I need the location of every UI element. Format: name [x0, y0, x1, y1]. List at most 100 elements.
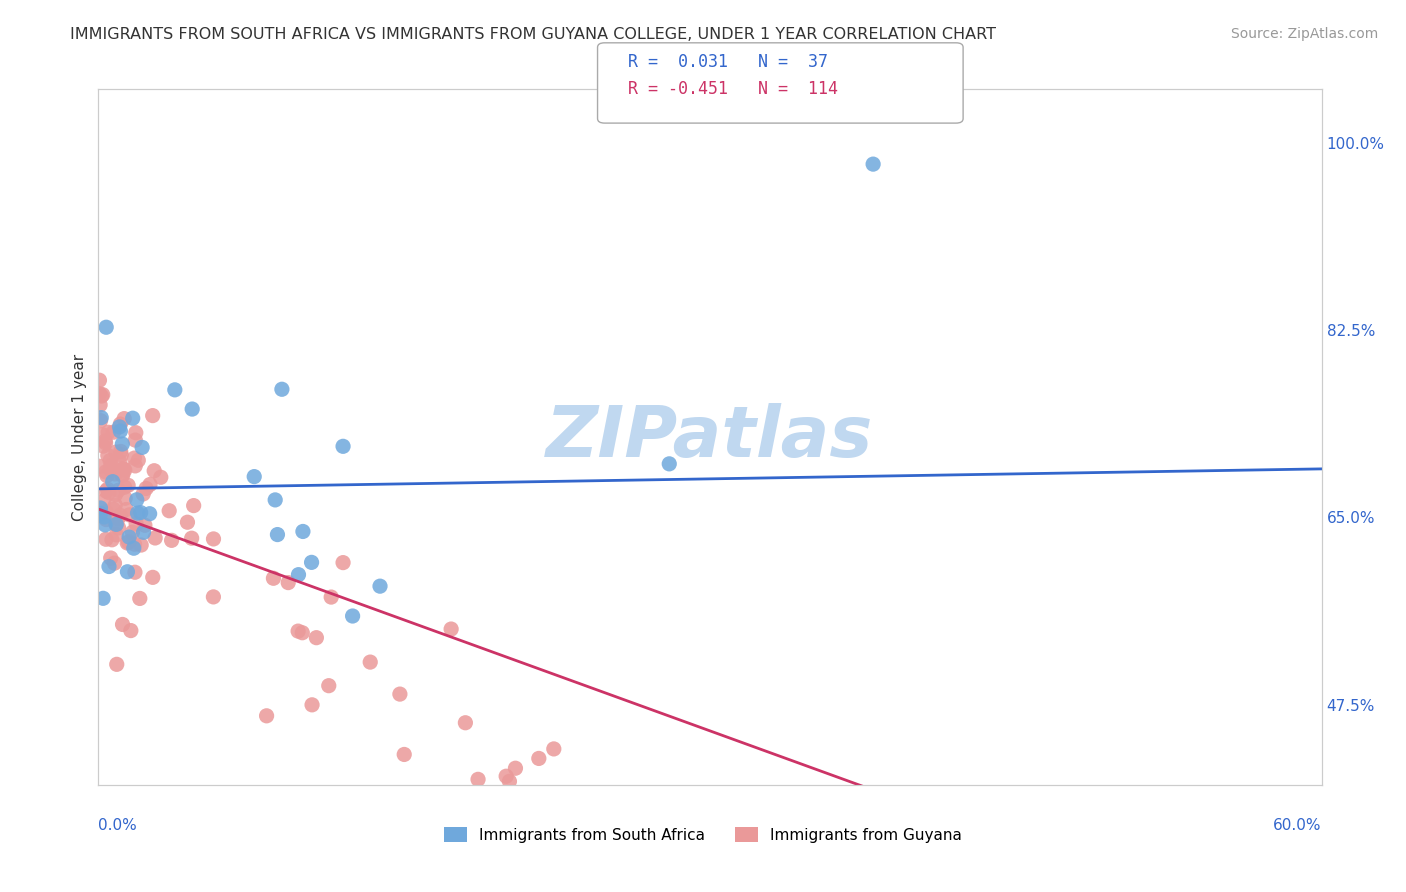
- Point: [117, 535, 139, 549]
- Point: [129, 538, 152, 552]
- Point: [124, 451, 146, 466]
- Point: [97, 485, 120, 500]
- Point: [114, 480, 136, 494]
- Point: [98, 453, 121, 467]
- Point: [277, 575, 299, 590]
- Point: [127, 453, 149, 467]
- Point: [107, 511, 129, 525]
- Point: [107, 521, 129, 535]
- Point: [127, 506, 149, 520]
- Point: [111, 617, 134, 632]
- Point: [110, 424, 132, 438]
- Point: [118, 530, 141, 544]
- Point: [183, 499, 205, 513]
- Point: [576, 799, 599, 814]
- Point: [93, 510, 115, 524]
- Point: [100, 551, 122, 566]
- Point: [94, 484, 117, 499]
- Point: [96, 483, 118, 497]
- Point: [97, 425, 120, 440]
- Point: [160, 533, 183, 548]
- Point: [111, 462, 134, 476]
- Point: [862, 157, 884, 171]
- Point: [270, 382, 294, 396]
- Text: IMMIGRANTS FROM SOUTH AFRICA VS IMMIGRANTS FROM GUYANA COLLEGE, UNDER 1 YEAR COR: IMMIGRANTS FROM SOUTH AFRICA VS IMMIGRAN…: [70, 27, 997, 42]
- Point: [101, 533, 124, 547]
- Point: [321, 590, 343, 604]
- Point: [90, 414, 112, 428]
- Point: [89, 500, 111, 515]
- Point: [111, 467, 134, 482]
- Point: [96, 320, 118, 334]
- Point: [202, 532, 225, 546]
- Point: [291, 524, 314, 539]
- Point: [498, 774, 520, 789]
- Point: [128, 591, 150, 606]
- Point: [301, 698, 323, 712]
- Point: [134, 518, 156, 533]
- Point: [112, 411, 135, 425]
- Point: [105, 528, 128, 542]
- Point: [262, 571, 284, 585]
- Point: [125, 492, 148, 507]
- Point: [388, 687, 411, 701]
- Point: [124, 433, 146, 447]
- Point: [454, 715, 477, 730]
- Point: [122, 541, 145, 556]
- Point: [287, 624, 309, 639]
- Point: [91, 427, 114, 442]
- Point: [256, 708, 278, 723]
- Point: [157, 504, 180, 518]
- Point: [96, 468, 118, 483]
- Point: [115, 502, 138, 516]
- Point: [105, 657, 128, 672]
- Point: [143, 464, 166, 478]
- Point: [291, 625, 314, 640]
- Point: [89, 373, 111, 387]
- Point: [138, 507, 160, 521]
- Point: [105, 517, 128, 532]
- Point: [143, 531, 166, 545]
- Text: 0.0%: 0.0%: [98, 818, 138, 832]
- Point: [149, 470, 172, 484]
- Point: [91, 439, 114, 453]
- Point: [163, 383, 186, 397]
- Point: [98, 559, 121, 574]
- Text: R =  0.031   N =  37: R = 0.031 N = 37: [628, 54, 828, 71]
- Point: [243, 469, 266, 483]
- Point: [94, 533, 117, 547]
- Point: [124, 566, 146, 580]
- Point: [181, 402, 204, 417]
- Point: [125, 425, 148, 440]
- Point: [110, 417, 132, 431]
- Point: [129, 506, 152, 520]
- Point: [108, 420, 131, 434]
- Point: [176, 515, 198, 529]
- Point: [576, 799, 599, 814]
- Point: [117, 565, 139, 579]
- Point: [658, 457, 681, 471]
- Point: [120, 624, 142, 638]
- Point: [94, 465, 117, 479]
- Point: [104, 498, 127, 512]
- Point: [108, 508, 131, 523]
- Point: [467, 772, 489, 787]
- Point: [101, 475, 124, 489]
- Point: [108, 455, 131, 469]
- Point: [97, 449, 120, 463]
- Point: [94, 505, 117, 519]
- Point: [142, 570, 165, 584]
- Point: [475, 798, 498, 813]
- Point: [90, 389, 112, 403]
- Point: [301, 555, 323, 569]
- Point: [91, 387, 114, 401]
- Point: [114, 463, 136, 477]
- Point: [266, 527, 288, 541]
- Point: [103, 502, 125, 516]
- Point: [111, 437, 134, 451]
- Point: [318, 679, 340, 693]
- Point: [89, 386, 111, 401]
- Point: [110, 448, 132, 462]
- Point: [91, 591, 114, 606]
- Point: [107, 483, 129, 498]
